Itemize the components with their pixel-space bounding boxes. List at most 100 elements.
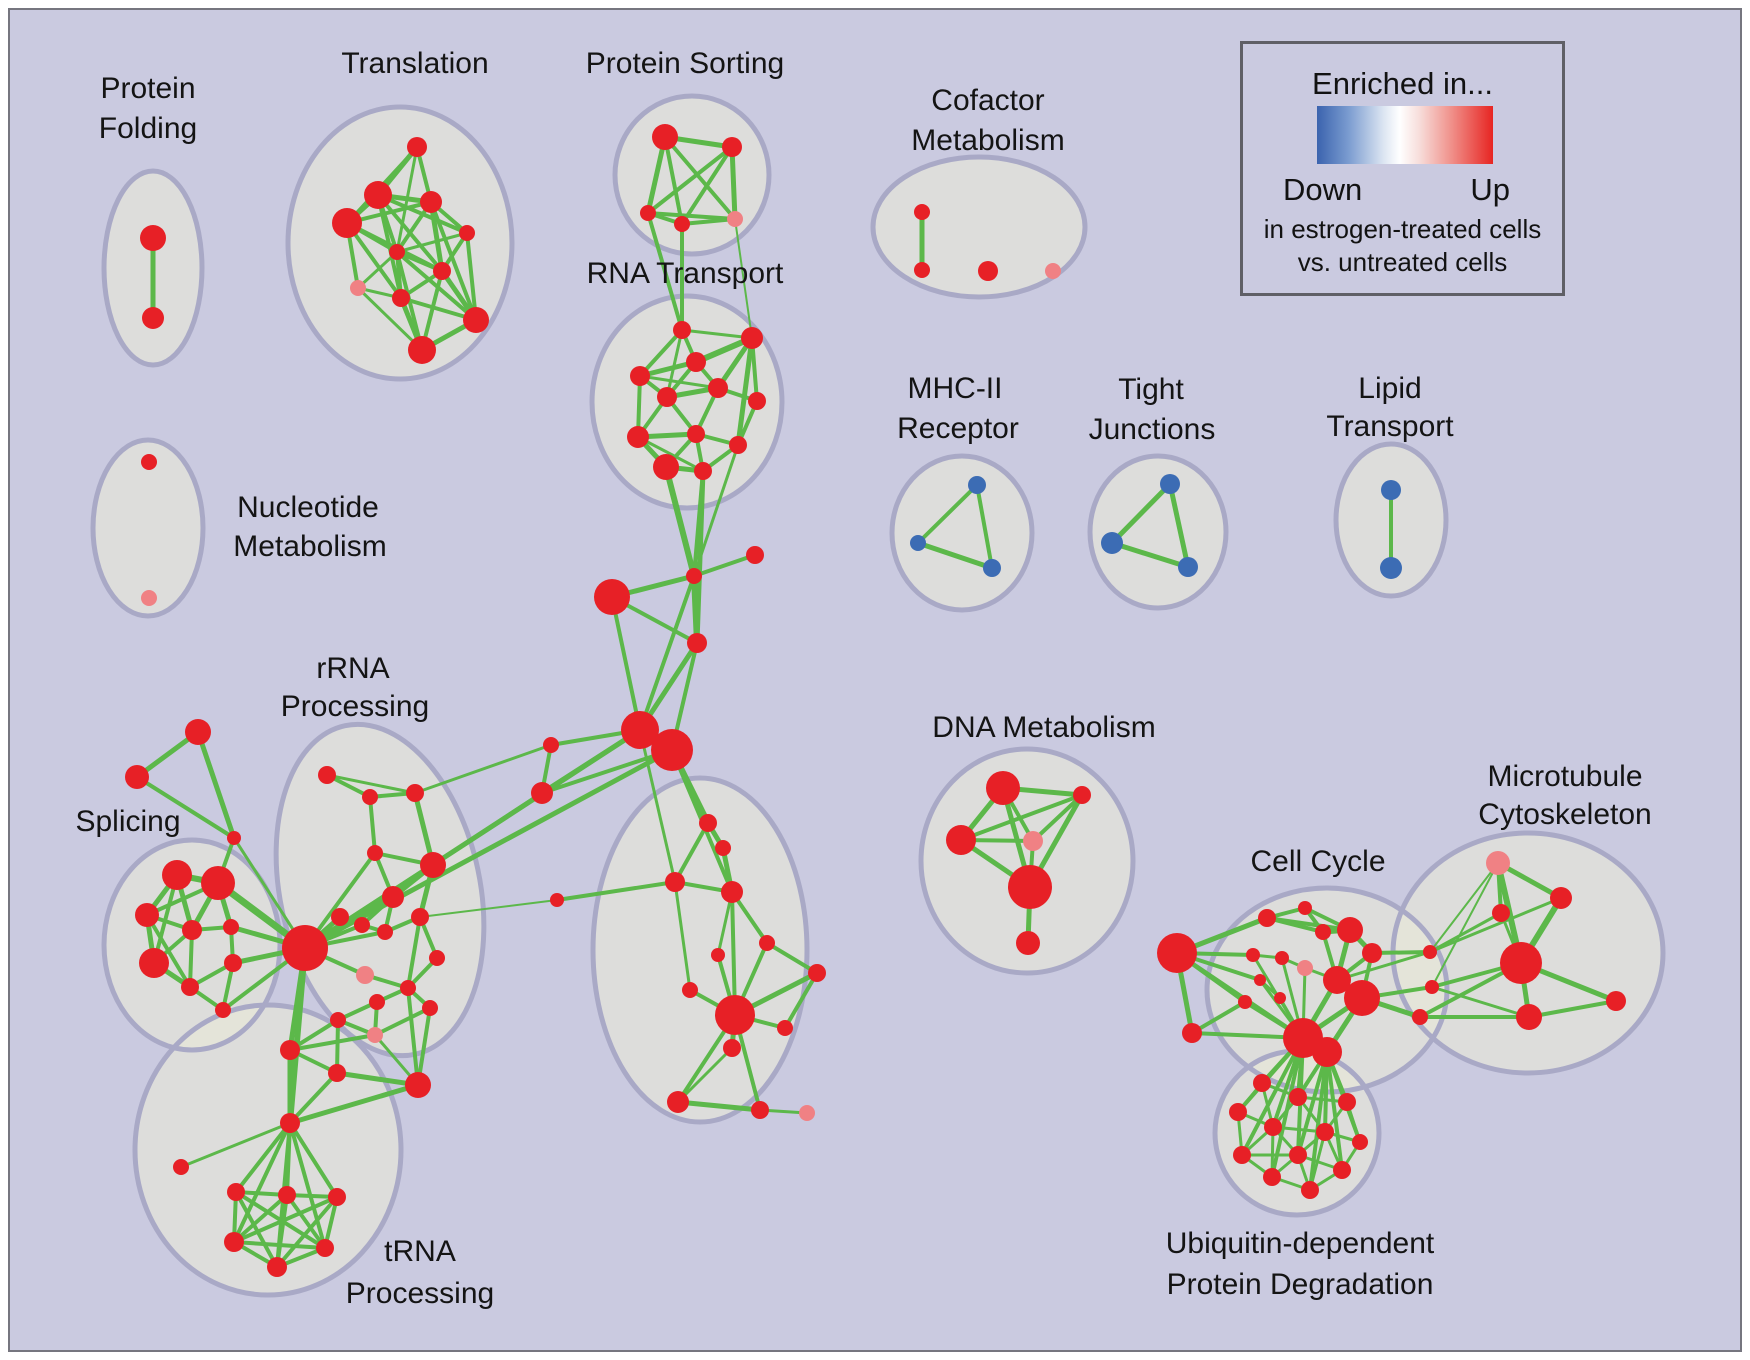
node-tr3	[665, 872, 685, 892]
edge-ps2-ps3	[646, 145, 734, 215]
node-tr2	[715, 840, 731, 856]
node-cc5	[1246, 948, 1260, 962]
node-tw2	[278, 1186, 296, 1204]
edge-mt5-mt6	[1527, 999, 1618, 1019]
node-sp2	[201, 866, 235, 900]
legend: Enriched in... Down Up in estrogen-treat…	[1240, 41, 1565, 296]
edge-th-tw5	[288, 1121, 327, 1250]
edge-tj1-tj3	[1167, 481, 1191, 570]
cluster-label: Lipid	[1358, 372, 1421, 405]
node-cc15	[1344, 980, 1380, 1016]
edge-tw2-tw6	[275, 1193, 289, 1269]
cluster-label: Nucleotide	[237, 491, 379, 524]
cluster-label: Ubiquitin-dependent	[1166, 1227, 1435, 1260]
edge-t8-t11	[356, 286, 424, 352]
node-tj2	[1101, 532, 1123, 554]
cluster-ellipse-splicing	[101, 837, 283, 1053]
edge-tw1-tw6	[234, 1190, 279, 1269]
node-t10	[463, 307, 489, 333]
legend-down-label: Down	[1283, 172, 1363, 207]
edge-tr8-tr11	[783, 971, 819, 1030]
edge-rt1-rt6	[665, 328, 684, 399]
node-rr1	[318, 766, 336, 784]
edge-tr3-tr5	[555, 880, 677, 902]
node-h2	[746, 546, 764, 564]
network-canvas: Protein Folding Translation Protein Sorting…	[8, 8, 1742, 1352]
cluster-label: Protein	[100, 72, 195, 105]
edge-tr13-tr14	[675, 1099, 763, 1113]
node-t2	[364, 181, 392, 209]
node-u1	[1253, 1074, 1271, 1092]
node-mh1	[968, 476, 986, 494]
node-th	[280, 1113, 300, 1133]
edge-ps3-rt1	[646, 211, 684, 332]
node-cc6	[1275, 951, 1289, 965]
cluster-label: MHC-II	[908, 372, 1003, 405]
cluster-ellipse-cofactor-metabolism	[873, 157, 1085, 297]
node-cc8	[1337, 917, 1363, 943]
cluster-ellipse-rna-transport	[589, 293, 785, 511]
node-ps3	[640, 205, 656, 221]
node-tj1	[1160, 474, 1180, 494]
node-u3	[1338, 1093, 1356, 1111]
edge-trxb-l2	[540, 748, 674, 795]
node-mb1	[1412, 1009, 1428, 1025]
node-tw6	[267, 1257, 287, 1277]
edge-th-tw3	[288, 1121, 339, 1199]
node-ps1	[652, 124, 678, 150]
node-tw4	[224, 1232, 244, 1252]
node-u12	[1301, 1181, 1319, 1199]
node-tr15	[799, 1105, 815, 1121]
edge-cc14-mb2	[1335, 950, 1432, 982]
edge-t5-t6	[395, 231, 469, 254]
legend-gradient-bar	[1317, 106, 1493, 164]
legend-up-label: Up	[1470, 172, 1510, 207]
edge-rr2-rr4	[368, 795, 377, 855]
node-tw1	[227, 1183, 245, 1201]
edge-cc17-u10	[1325, 1050, 1344, 1172]
edge-rt10-h1	[692, 443, 740, 578]
node-tr10	[715, 995, 755, 1035]
cluster-label: Transport	[1326, 410, 1454, 443]
node-tj3	[1178, 557, 1198, 577]
node-dm3	[946, 825, 976, 855]
node-ps5	[727, 211, 743, 227]
cluster-ellipse-rrna-processing	[276, 724, 484, 1056]
node-sp6	[139, 948, 169, 978]
node-sp8	[181, 978, 199, 996]
node-mh3	[983, 559, 1001, 577]
node-dm1	[986, 771, 1020, 805]
edge-rt1-rt2	[680, 328, 754, 340]
cluster-ellipse-mhc-ii-receptor	[889, 453, 1035, 613]
node-cc7	[1315, 924, 1331, 940]
node-tr6	[711, 948, 725, 962]
node-rr16	[330, 1012, 346, 1028]
node-rr3	[406, 784, 424, 802]
node-rt1	[673, 321, 691, 339]
edge-ps4-ps5	[680, 217, 737, 226]
edge-mh2-mh3	[915, 540, 995, 571]
node-tg2	[125, 765, 149, 789]
node-rt10	[729, 436, 747, 454]
cluster-ellipse-nucleotide-metabolism	[90, 437, 206, 619]
edge-tw3-tw6	[275, 1195, 339, 1269]
edge-mh1-mh3	[975, 483, 994, 570]
cluster-ellipse-nucleotide-metabolism	[93, 440, 203, 616]
edge-t5-t10	[465, 231, 478, 322]
edge-mb3-mt5	[1430, 985, 1531, 1019]
node-u11	[1263, 1168, 1281, 1186]
node-sp4	[182, 920, 202, 940]
edge-th-tw4	[232, 1121, 292, 1244]
edge-l1-rr3	[413, 743, 553, 795]
node-tr14	[751, 1101, 769, 1119]
node-rr9	[377, 924, 393, 940]
edge-tr12-tr13	[676, 1046, 734, 1104]
node-tr5	[550, 893, 564, 907]
node-ps4	[674, 216, 690, 232]
node-u2	[1289, 1088, 1307, 1106]
node-mt5	[1516, 1004, 1542, 1030]
cluster-label: rRNA	[316, 652, 389, 685]
edge-cc2-cc12	[1190, 1000, 1247, 1035]
edge-tg1-tg3	[195, 729, 237, 841]
